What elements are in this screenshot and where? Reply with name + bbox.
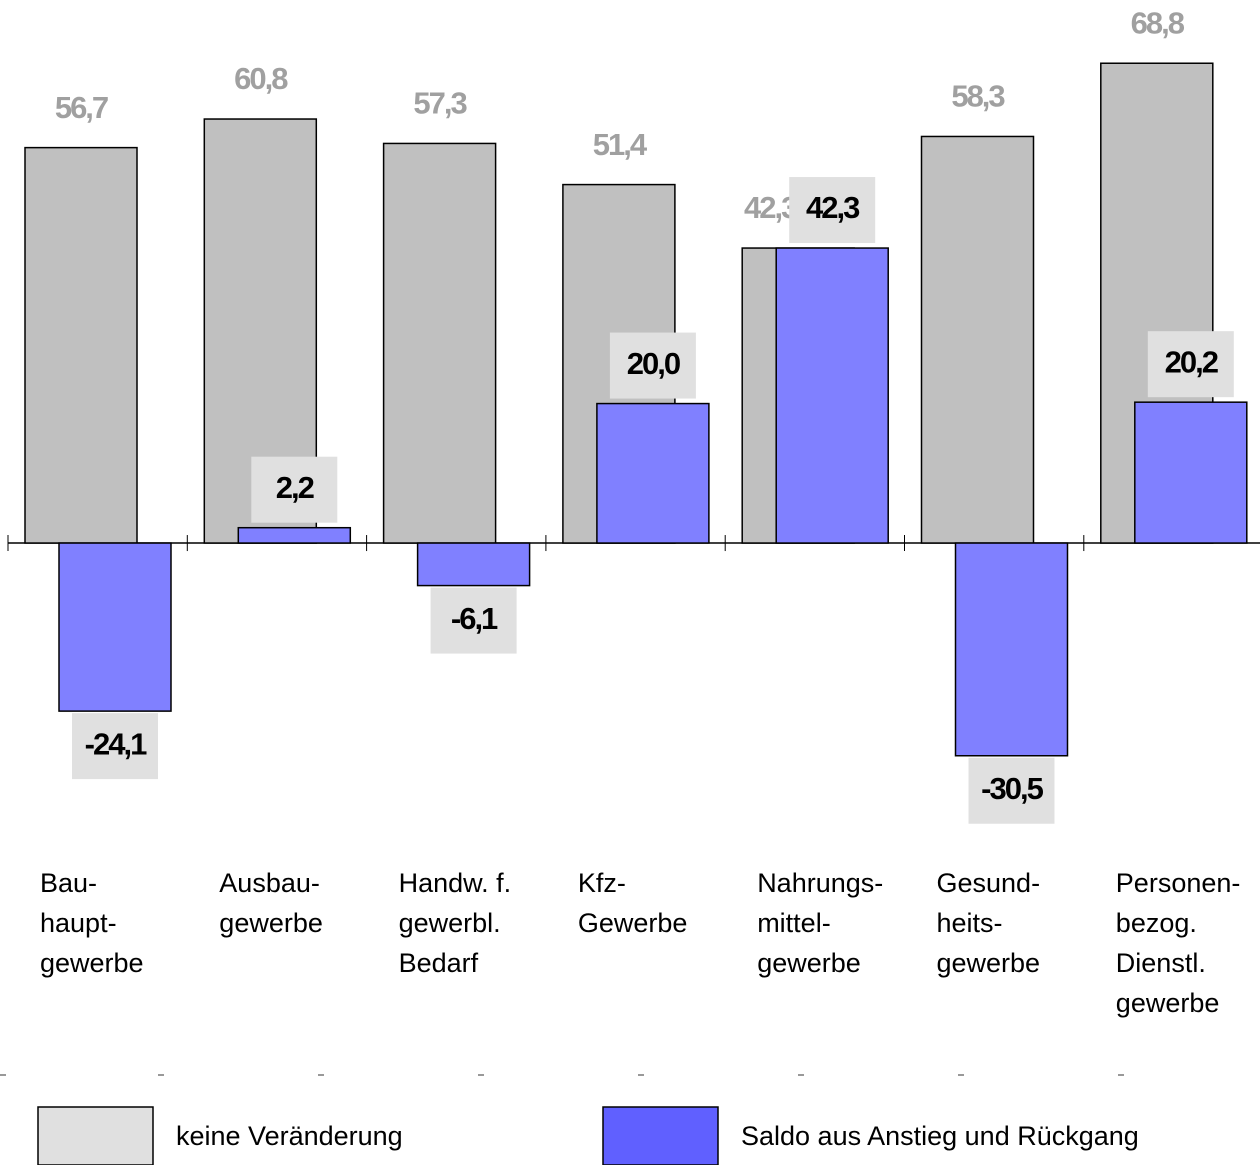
bar <box>416 542 531 587</box>
value-label-box <box>72 713 158 780</box>
bar <box>237 526 352 544</box>
category-line: haupt- <box>40 908 117 938</box>
value-label: -6,1 <box>451 601 498 636</box>
value-label: 42,3 <box>806 190 860 225</box>
category-line: Nahrungs- <box>757 868 883 898</box>
bar <box>954 542 1069 757</box>
value-label: -24,1 <box>85 726 147 761</box>
legend-swatch <box>37 1106 154 1165</box>
bar <box>920 135 1035 544</box>
category-line: bezog. <box>1116 908 1197 938</box>
category-line: gewerbe <box>219 908 323 938</box>
category-line: Bau- <box>40 868 97 898</box>
value-label: 58,3 <box>951 79 1005 114</box>
category-label: Handw. f. gewerbl. Bedarf <box>399 868 512 978</box>
category-line: Ausbau- <box>219 868 320 898</box>
value-label-box <box>251 456 338 523</box>
value-label: 20,0 <box>627 346 680 381</box>
category-label: Bau-haupt-gewerbe <box>40 868 144 978</box>
value-label-box <box>968 757 1055 824</box>
category-label: Personen-bezog. Dienstl. gewerbe <box>1116 868 1241 1018</box>
value-label-box <box>1147 331 1234 398</box>
bar <box>596 402 710 544</box>
value-label: 51,4 <box>593 127 648 162</box>
category-label: Gesund-heits-gewerbe <box>937 868 1041 978</box>
category-line: Personen- <box>1116 868 1241 898</box>
category-line: Bedarf <box>399 948 479 978</box>
legend-swatch <box>602 1106 719 1165</box>
bar <box>58 542 172 712</box>
category-label: Ausbau-gewerbe <box>219 868 323 938</box>
category-label: Kfz- Gewerbe <box>578 868 688 938</box>
value-label: 20,2 <box>1165 344 1218 379</box>
value-label: 68,8 <box>1131 5 1185 40</box>
bar <box>24 146 138 544</box>
category-line: Gewerbe <box>578 908 688 938</box>
category-line: gewerbl. <box>399 908 501 938</box>
value-label: 57,3 <box>413 86 467 121</box>
category-line: Gesund- <box>937 868 1041 898</box>
category-label: Nahrungs-mittel-gewerbe <box>757 868 883 978</box>
value-label-box <box>430 587 517 654</box>
legend-label: Saldo aus Anstieg und Rückgang <box>741 1121 1139 1151</box>
category-line: Handw. f. <box>399 868 512 898</box>
value-label: 2,2 <box>276 470 314 505</box>
bar <box>382 142 497 544</box>
category-line: Kfz- <box>578 868 626 898</box>
value-label-box <box>789 177 876 244</box>
bar <box>775 247 889 544</box>
category-line: gewerbe <box>757 948 861 978</box>
value-label: -30,5 <box>981 771 1043 806</box>
value-label: 56,7 <box>55 90 108 125</box>
bar <box>1134 401 1248 544</box>
value-label: 60,8 <box>234 61 288 96</box>
value-label-box <box>609 332 696 399</box>
category-line: mittel- <box>757 908 831 938</box>
category-line: gewerbe <box>1116 988 1220 1018</box>
legend-label: keine Veränderung <box>176 1121 403 1151</box>
category-line: Dienstl. <box>1116 948 1206 978</box>
category-line: heits- <box>937 908 1003 938</box>
category-line: gewerbe <box>937 948 1041 978</box>
category-line: gewerbe <box>40 948 144 978</box>
